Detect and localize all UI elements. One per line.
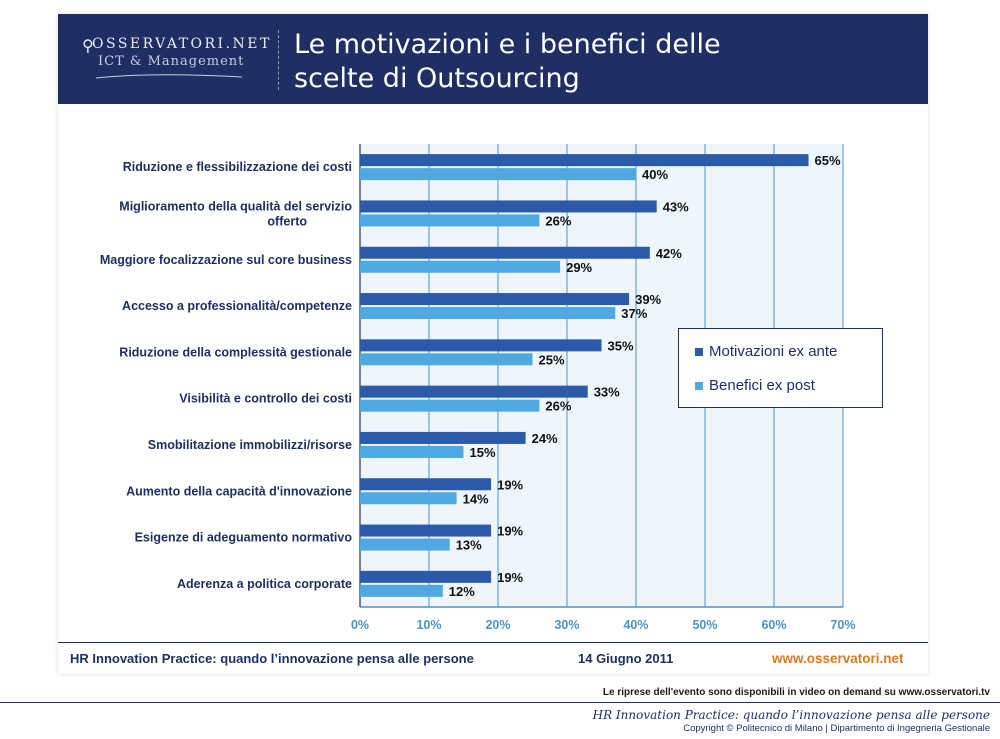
category-label: Riduzione e flessibilizzazione dei costi <box>123 160 352 174</box>
category-label-line: Maggiore focalizzazione sul core busines… <box>100 253 352 267</box>
legend-item-ante: Motivazioni ex ante <box>695 343 837 360</box>
category-label-line: offerto <box>267 214 307 228</box>
legend-swatch-ante <box>695 348 703 357</box>
key-icon: ⚲ <box>82 38 94 55</box>
bar-ante <box>360 570 492 583</box>
x-tick-label: 60% <box>761 618 786 632</box>
bottom-divider <box>0 702 1000 703</box>
slide-title-line1: Le motivazioni e i benefici delle <box>294 29 721 60</box>
footer-event-title: HR Innovation Practice: quando l’innovaz… <box>70 651 474 666</box>
data-label-ante: 35% <box>608 338 634 353</box>
data-label-post: 26% <box>545 213 571 228</box>
category-label: Smobilitazione immobilizzi/risorse <box>148 438 352 452</box>
category-label-line: Miglioramento della qualità del servizio <box>119 199 352 213</box>
category-label-line: Accesso a professionalità/competenze <box>122 299 352 313</box>
bar-post <box>360 584 443 597</box>
legend-label-post: Benefici ex post <box>709 377 815 394</box>
data-label-post: 14% <box>463 491 489 506</box>
logo-subtitle: ICT & Management <box>98 54 245 69</box>
data-label-ante: 19% <box>497 524 523 539</box>
bar-post <box>360 353 533 366</box>
bar-post <box>360 168 636 181</box>
x-tick-label: 50% <box>692 618 717 632</box>
x-tick-label: 20% <box>485 618 510 632</box>
bar-post <box>360 307 616 320</box>
data-label-ante: 39% <box>635 292 661 307</box>
bar-ante <box>360 478 492 491</box>
bar-post <box>360 492 457 505</box>
x-tick-label: 40% <box>623 618 648 632</box>
bar-post <box>360 399 540 412</box>
bar-ante <box>360 339 602 352</box>
footer-date: 14 Giugno 2011 <box>578 651 674 666</box>
data-label-post: 25% <box>539 352 565 367</box>
slide: ⚲ OSSERVATORI.NET ICT & Management Le mo… <box>58 14 928 674</box>
x-tick-label: 0% <box>351 618 369 632</box>
bottom-event-title: HR Innovation Practice: quando l’innovaz… <box>592 708 990 722</box>
x-tick-label: 10% <box>416 618 441 632</box>
data-label-ante: 33% <box>594 385 620 400</box>
chart-legend: Motivazioni ex ante Benefici ex post <box>678 328 883 408</box>
bar-ante <box>360 431 526 444</box>
logo-text: OSSERVATORI.NET <box>92 36 272 52</box>
data-label-ante: 19% <box>497 570 523 585</box>
data-label-post: 12% <box>449 584 475 599</box>
category-label: Accesso a professionalità/competenze <box>122 299 352 313</box>
slide-title: Le motivazioni e i benefici delle scelte… <box>294 28 894 96</box>
bar-post <box>360 445 464 458</box>
data-label-post: 37% <box>621 306 647 321</box>
bar-ante <box>360 154 809 167</box>
legend-label-ante: Motivazioni ex ante <box>709 343 838 360</box>
category-label: Esigenze di adeguamento normativo <box>135 531 353 545</box>
data-label-post: 26% <box>545 399 571 414</box>
footer-divider <box>58 642 928 643</box>
data-label-post: 15% <box>470 445 496 460</box>
x-tick-label: 70% <box>830 618 855 632</box>
video-notice: Le riprese dell'evento sono disponibili … <box>602 687 990 698</box>
data-label-ante: 42% <box>656 246 682 261</box>
category-label: Maggiore focalizzazione sul core busines… <box>100 253 352 267</box>
legend-item-post: Benefici ex post <box>695 377 815 394</box>
header-divider <box>278 30 279 90</box>
copyright-text: Copyright © Politecnico di Milano | Dipa… <box>683 723 990 734</box>
bar-ante <box>360 293 630 306</box>
category-label: Aderenza a politica corporate <box>177 577 352 591</box>
bar-chart: 0% 10% 20% 30% 40% 50% 60% 70% 65% 40% Riduzione e… <box>100 144 856 632</box>
data-label-ante: 65% <box>815 153 841 168</box>
category-label-line: Esigenze di adeguamento normativo <box>135 531 353 545</box>
category-label-line: Aderenza a politica corporate <box>177 577 352 591</box>
category-label-line: Aumento della capacità d'innovazione <box>126 484 352 498</box>
data-label-ante: 24% <box>532 431 558 446</box>
data-label-post: 29% <box>566 260 592 275</box>
bar-post <box>360 260 561 273</box>
slide-title-line2: scelte di Outsourcing <box>294 63 580 94</box>
category-label: Aumento della capacità d'innovazione <box>126 484 352 498</box>
bar-ante <box>360 524 492 537</box>
legend-swatch-post <box>695 382 703 391</box>
bar-ante <box>360 246 650 259</box>
category-label-line: Visibilità e controllo dei costi <box>179 392 352 406</box>
bar-ante <box>360 385 588 398</box>
data-label-ante: 43% <box>663 199 689 214</box>
category-label-line: Smobilitazione immobilizzi/risorse <box>148 438 352 452</box>
bar-ante <box>360 200 657 213</box>
category-label-line: Riduzione della complessità gestionale <box>119 345 352 359</box>
category-label: Miglioramento della qualità del servizio… <box>119 199 352 228</box>
slide-header: ⚲ OSSERVATORI.NET ICT & Management Le mo… <box>58 14 928 104</box>
category-label-line: Riduzione e flessibilizzazione dei costi <box>123 160 352 174</box>
category-label: Visibilità e controllo dei costi <box>179 392 352 406</box>
data-label-ante: 19% <box>497 477 523 492</box>
data-label-post: 40% <box>642 167 668 182</box>
category-label: Riduzione della complessità gestionale <box>119 345 352 359</box>
footer-website-link[interactable]: www.osservatori.net <box>772 651 904 666</box>
logo-swoosh-icon <box>95 74 243 79</box>
bar-post <box>360 214 540 227</box>
data-label-post: 13% <box>456 538 482 553</box>
x-tick-label: 30% <box>554 618 579 632</box>
bar-post <box>360 538 450 551</box>
